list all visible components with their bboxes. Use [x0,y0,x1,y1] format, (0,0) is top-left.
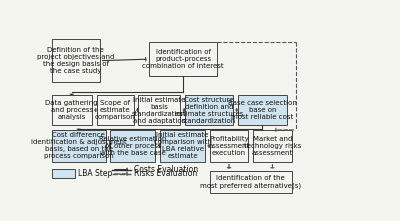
FancyBboxPatch shape [52,39,100,82]
Text: Costs Evaluation: Costs Evaluation [134,165,198,174]
FancyBboxPatch shape [210,130,248,162]
Text: Data gathering
and process
analysis: Data gathering and process analysis [45,100,98,120]
Text: Definition of the
project objectives and
the design basis of
the case study: Definition of the project objectives and… [37,47,114,74]
Text: Initial estimate
basis
standardization
and adaptation: Initial estimate basis standardization a… [132,97,186,124]
FancyBboxPatch shape [210,171,292,193]
Text: Profitability
assessment
execution: Profitability assessment execution [208,136,250,156]
Text: Relative estimation
of other process
with the base case: Relative estimation of other process wit… [99,136,167,156]
FancyBboxPatch shape [185,95,233,125]
Text: LBA Step: LBA Step [78,169,112,178]
FancyBboxPatch shape [110,130,155,162]
FancyBboxPatch shape [96,95,134,125]
Text: Cost difference
identification & adjustment
basis, based on the
process comparis: Cost difference identification & adjustm… [31,132,126,159]
Text: Base case selection
base on
most reliable cost: Base case selection base on most reliabl… [228,100,297,120]
Text: Scope of
estimate
comparison: Scope of estimate comparison [95,100,136,120]
Text: Cost structure
definition and
estimate structures
standardization: Cost structure definition and estimate s… [175,97,243,124]
FancyBboxPatch shape [253,130,292,162]
Text: Initial estimate
comparison with
LBA relative
estimate: Initial estimate comparison with LBA rel… [154,132,212,159]
FancyBboxPatch shape [238,95,287,125]
FancyBboxPatch shape [149,42,218,76]
FancyBboxPatch shape [52,169,75,178]
Text: Risks Evaluation: Risks Evaluation [134,170,197,178]
Text: Market and
technology risks
assessment: Market and technology risks assessment [244,136,301,156]
FancyBboxPatch shape [52,95,92,125]
FancyBboxPatch shape [138,95,180,125]
Text: Identification of the
most preferred alternative(s): Identification of the most preferred alt… [200,175,301,189]
Text: Identification of
product-process
combination of interest: Identification of product-process combin… [142,49,224,69]
FancyBboxPatch shape [160,130,205,162]
FancyBboxPatch shape [52,130,106,162]
